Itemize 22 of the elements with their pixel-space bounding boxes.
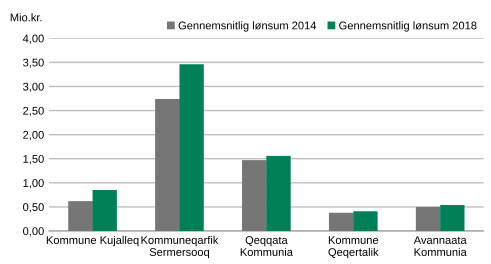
y-tick-label: 2,50 [23,106,44,116]
x-tick-label: Kommune Kujalleq [46,236,138,246]
x-tick-label: Avannaata Kommunia [414,236,467,256]
y-tick-label: 4,00 [22,34,44,44]
legend-label: Gennemsnitlig lønsum 2014 [178,21,316,32]
y-tick-label: 0,50 [23,203,44,212]
bar [353,211,378,231]
x-tick-label: Kommuneqarfik Sermersooq [141,236,218,258]
y-tick-label: 1,50 [23,154,44,164]
y-tick-label: 3,50 [23,58,44,68]
bar [179,64,204,231]
bar [92,190,117,231]
y-tick-label: 3,00 [23,82,44,92]
y-axis-title: Mio.kr. [10,13,42,22]
y-tick-label: 0,00 [23,227,44,236]
y-tick-label: 2,00 [23,130,44,140]
y-tick-label: 1,00 [23,179,44,188]
bar [266,156,291,231]
x-tick-label: Qeqqata Kommunia [240,236,293,256]
legend-label: Gennemsnitlig lønsum 2018 [339,21,476,32]
bar [440,204,465,231]
x-tick-label: Kommune Qeqertalik [328,236,379,258]
